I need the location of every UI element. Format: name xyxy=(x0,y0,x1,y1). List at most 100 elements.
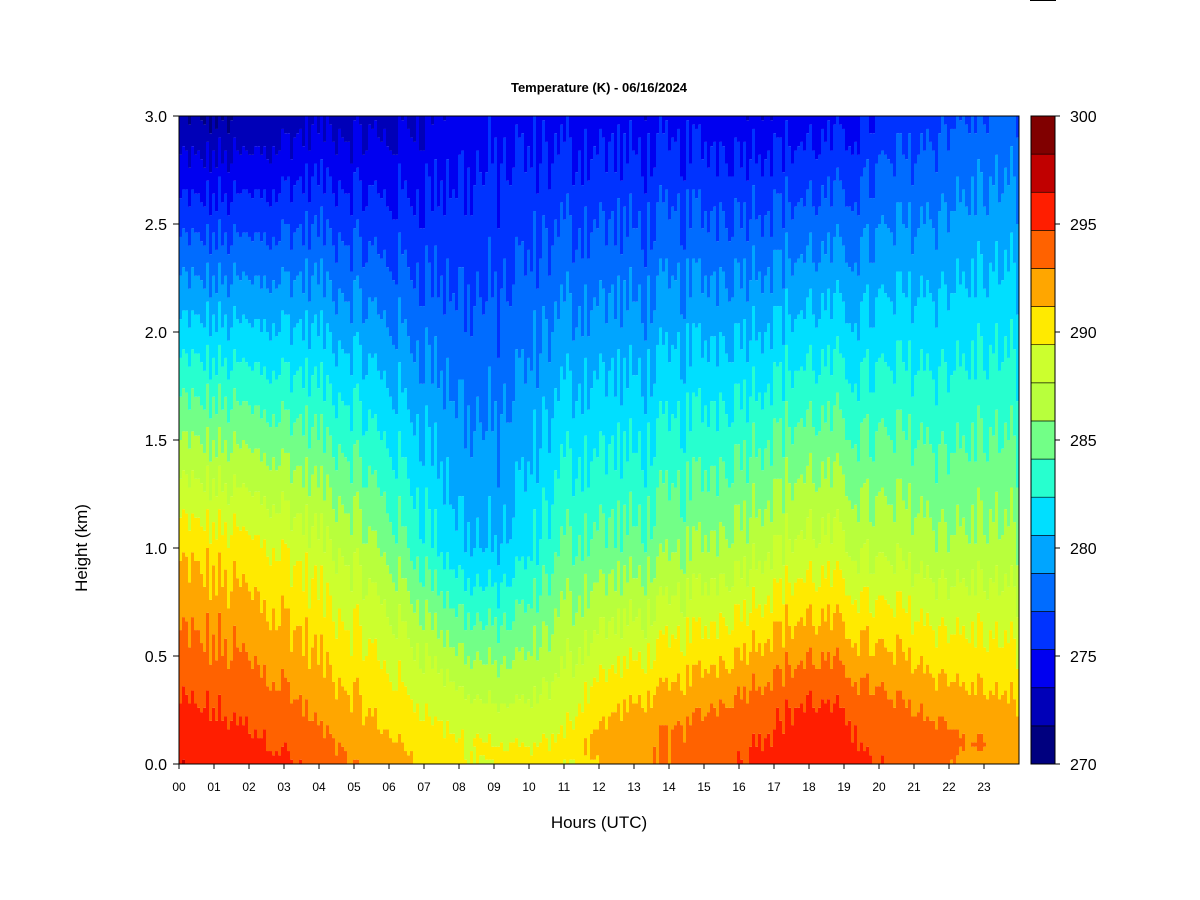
heatmap-cell xyxy=(536,703,540,747)
heatmap-cell xyxy=(539,258,543,354)
heatmap-cell xyxy=(752,543,756,587)
heatmap-cell xyxy=(626,582,630,626)
heatmap-cell xyxy=(281,746,285,764)
heatmap-cell xyxy=(302,388,306,436)
heatmap-cell xyxy=(884,690,888,764)
heatmap-cell xyxy=(560,526,564,592)
heatmap-cell xyxy=(641,396,645,471)
heatmap-cell xyxy=(254,189,258,233)
heatmap-cell xyxy=(344,301,348,354)
heatmap-cell xyxy=(686,664,690,717)
heatmap-cell xyxy=(251,668,255,739)
heatmap-cell xyxy=(1010,681,1014,764)
heatmap-cell xyxy=(743,319,747,380)
heatmap-cell xyxy=(221,245,225,285)
heatmap-cell xyxy=(731,483,735,544)
heatmap-cell xyxy=(305,457,309,505)
x-tick-label: 17 xyxy=(767,780,781,794)
heatmap-cell xyxy=(563,219,567,302)
heatmap-cell xyxy=(989,176,993,263)
heatmap-cell xyxy=(305,504,309,553)
heatmap-cell xyxy=(500,742,504,764)
heatmap-cell xyxy=(659,327,663,402)
heatmap-cell xyxy=(554,552,558,609)
heatmap-cell xyxy=(287,452,291,501)
heatmap-cell xyxy=(497,116,501,229)
heatmap-cell xyxy=(944,202,948,285)
heatmap-cell xyxy=(671,681,675,730)
heatmap-cell xyxy=(755,401,759,458)
heatmap-cell xyxy=(1013,262,1017,350)
heatmap-cell xyxy=(719,522,723,574)
heatmap-cell xyxy=(959,634,963,687)
heatmap-cell xyxy=(944,124,948,203)
heatmap-cell xyxy=(950,128,954,212)
heatmap-cell xyxy=(986,133,990,216)
heatmap-cell xyxy=(914,716,918,764)
heatmap-cell xyxy=(908,595,912,648)
heatmap-cell xyxy=(488,496,492,570)
heatmap-cell xyxy=(692,124,696,190)
heatmap-cell xyxy=(920,656,924,704)
heatmap-cell xyxy=(473,746,477,764)
heatmap-cell xyxy=(950,681,954,730)
heatmap-cell xyxy=(836,392,840,453)
heatmap-cell xyxy=(950,634,954,682)
heatmap-cell xyxy=(407,409,411,479)
heatmap-cell xyxy=(971,422,975,505)
heatmap-cell xyxy=(758,733,762,764)
heatmap-cell xyxy=(179,703,183,764)
colorbar-swatch xyxy=(1030,496,1056,536)
heatmap-cell xyxy=(461,686,465,730)
heatmap-cell xyxy=(299,560,303,626)
heatmap-cell xyxy=(479,297,483,423)
heatmap-cell xyxy=(413,509,417,570)
heatmap-cell xyxy=(890,565,894,609)
heatmap-cell xyxy=(713,271,717,337)
heatmap-cell xyxy=(896,116,900,134)
heatmap-cell xyxy=(305,552,309,618)
heatmap-cell xyxy=(425,327,429,406)
heatmap-cell xyxy=(776,664,780,708)
heatmap-cell xyxy=(929,116,933,142)
heatmap-cell xyxy=(857,656,861,695)
heatmap-cell xyxy=(599,280,603,354)
heatmap-cell xyxy=(818,707,822,764)
heatmap-cell xyxy=(386,327,390,389)
heatmap-cell xyxy=(425,487,429,557)
heatmap-cell xyxy=(578,383,582,458)
heatmap-cell xyxy=(281,176,285,220)
heatmap-cell xyxy=(749,396,753,458)
heatmap-cell xyxy=(464,630,468,665)
heatmap-cell xyxy=(917,154,921,229)
heatmap-cell xyxy=(572,496,576,566)
heatmap-cell xyxy=(248,535,252,592)
heatmap-cell xyxy=(968,133,972,216)
heatmap-cell xyxy=(782,647,786,687)
heatmap-cell xyxy=(569,215,573,294)
heatmap-cell xyxy=(236,647,240,726)
heatmap-cell xyxy=(365,206,369,263)
heatmap-cell xyxy=(308,448,312,497)
heatmap-cell xyxy=(647,133,651,203)
heatmap-cell xyxy=(608,141,612,220)
heatmap-cell xyxy=(737,686,741,752)
heatmap-cell xyxy=(761,694,765,752)
heatmap-cell xyxy=(839,293,843,354)
heatmap-cell xyxy=(854,560,858,600)
heatmap-cell xyxy=(230,163,234,203)
heatmap-cell xyxy=(554,301,558,389)
heatmap-cell xyxy=(686,461,690,527)
heatmap-cell xyxy=(566,116,570,194)
heatmap-cell xyxy=(179,478,183,518)
heatmap-cell xyxy=(1010,621,1014,682)
heatmap-cell xyxy=(182,267,186,311)
heatmap-cell xyxy=(314,314,318,367)
heatmap-cell xyxy=(959,746,963,764)
heatmap-cell xyxy=(452,401,456,510)
heatmap-cell xyxy=(434,509,438,570)
heatmap-cell xyxy=(674,349,678,419)
heatmap-cell xyxy=(641,543,645,587)
heatmap-cell xyxy=(992,116,996,186)
heatmap-cell xyxy=(347,245,351,302)
